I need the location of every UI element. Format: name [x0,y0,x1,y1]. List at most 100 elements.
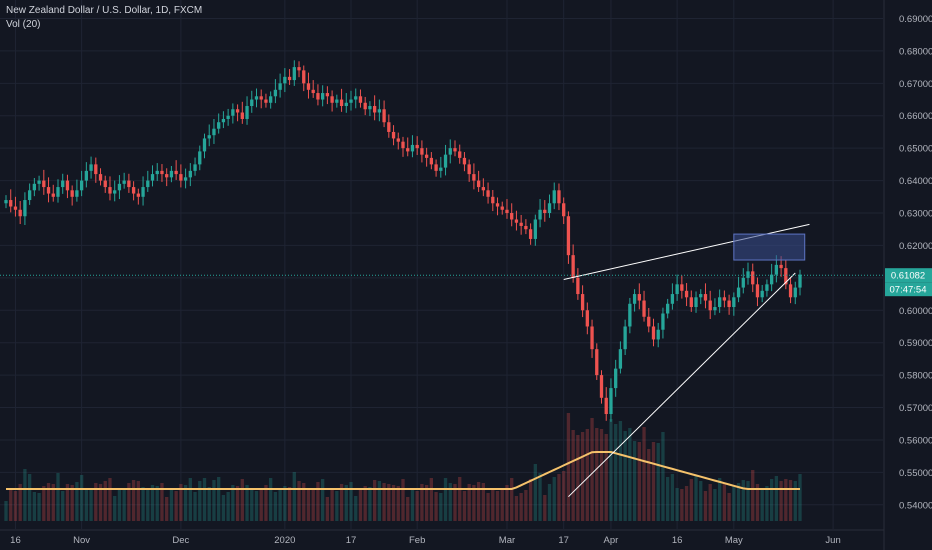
candle[interactable] [491,189,495,212]
candle[interactable] [325,86,330,105]
candle[interactable] [321,85,325,107]
candle[interactable] [722,290,727,308]
candle[interactable] [382,100,386,128]
candle[interactable] [98,168,103,186]
candle[interactable] [751,263,755,293]
candle[interactable] [519,214,523,235]
candle[interactable] [306,72,311,99]
volume-indicator-label[interactable]: Vol (20) [6,19,41,30]
candle[interactable] [609,378,613,422]
candle[interactable] [113,180,117,202]
candle[interactable] [231,103,235,124]
candle[interactable] [788,277,793,304]
candle[interactable] [443,144,448,176]
candle[interactable] [798,269,802,296]
candle[interactable] [429,152,434,170]
candle[interactable] [150,165,155,187]
candle[interactable] [533,214,537,246]
candle[interactable] [632,289,637,312]
candle[interactable] [476,170,481,192]
candle[interactable] [127,173,131,193]
candle[interactable] [746,262,750,285]
candle[interactable] [623,319,627,356]
candle[interactable] [368,101,372,117]
candle[interactable] [335,94,339,108]
candle[interactable] [458,144,462,164]
candle[interactable] [51,184,55,202]
candle[interactable] [736,276,741,303]
candle[interactable] [793,281,797,305]
candle[interactable] [136,188,140,205]
candle[interactable] [160,164,164,182]
candle[interactable] [595,343,599,380]
candle[interactable] [254,88,259,108]
candle[interactable] [420,140,424,163]
candle[interactable] [713,298,717,316]
candle[interactable] [372,95,377,121]
candle[interactable] [141,176,145,206]
candle[interactable] [680,275,684,299]
candle[interactable] [703,283,708,309]
candle[interactable] [278,73,282,98]
candle[interactable] [42,169,46,195]
candle[interactable] [580,285,585,318]
candle[interactable] [769,263,774,292]
candle[interactable] [604,387,608,421]
candle[interactable] [61,173,65,194]
candle[interactable] [495,197,500,216]
candle[interactable] [108,176,112,201]
candle[interactable] [287,69,292,85]
candle[interactable] [202,133,207,159]
candle[interactable] [614,359,618,397]
candle[interactable] [212,118,216,144]
candle[interactable] [684,283,689,307]
candle[interactable] [647,307,651,333]
candle[interactable] [146,170,150,192]
candle[interactable] [510,203,514,227]
candle[interactable] [689,290,693,312]
candle[interactable] [65,174,70,199]
candle[interactable] [453,140,457,157]
candle[interactable] [245,96,249,125]
candle[interactable] [27,183,32,205]
candle[interactable] [528,223,533,245]
candle[interactable] [89,156,93,179]
candle[interactable] [406,137,410,157]
candle[interactable] [292,60,296,86]
candle[interactable] [226,108,230,126]
candle[interactable] [699,289,703,305]
candle[interactable] [675,274,679,301]
candle[interactable] [316,84,320,106]
candle[interactable] [571,244,575,283]
candle[interactable] [472,163,476,190]
candle[interactable] [339,88,344,112]
candle[interactable] [765,279,769,297]
candle[interactable] [188,163,192,187]
candle[interactable] [424,147,429,167]
candle[interactable] [131,181,136,201]
candle[interactable] [13,196,18,217]
candle[interactable] [642,290,646,322]
candle[interactable] [377,99,382,122]
candle[interactable] [103,175,107,193]
symbol-title[interactable]: New Zealand Dollar / U.S. Dollar, 1D, FX… [6,5,203,16]
candle[interactable] [198,145,202,171]
candle[interactable] [283,68,287,93]
candle[interactable] [391,125,396,146]
candle[interactable] [514,210,519,231]
candle[interactable] [70,185,74,206]
candle[interactable] [755,277,760,307]
candle[interactable] [628,297,632,334]
candle[interactable] [32,177,37,197]
candle[interactable] [94,157,98,183]
candle[interactable] [358,89,363,108]
candle[interactable] [259,89,263,109]
candle[interactable] [590,319,594,358]
candle[interactable] [618,341,623,374]
candle[interactable] [576,268,580,300]
candle[interactable] [410,135,415,158]
candle[interactable] [23,192,27,226]
candle[interactable] [462,152,467,172]
candle[interactable] [363,96,367,116]
